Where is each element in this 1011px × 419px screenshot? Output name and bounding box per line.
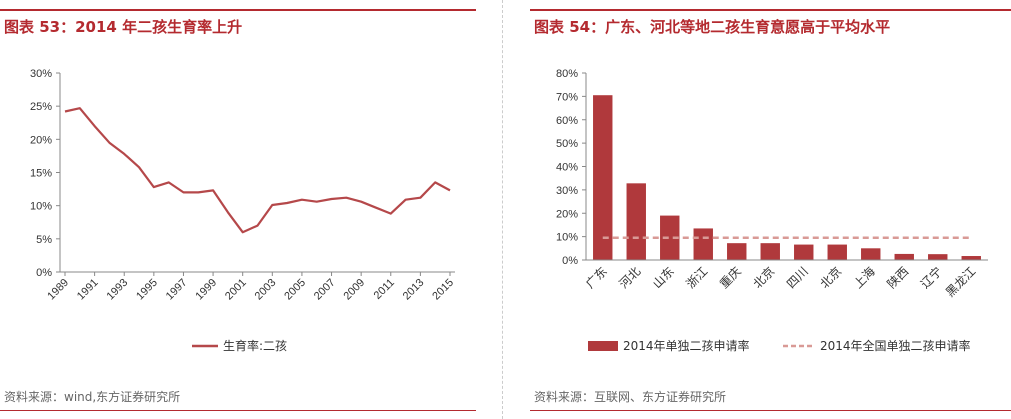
chart-title: 图表 54：广东、河北等地二孩生育意愿高于平均水平 [534, 18, 891, 36]
x-tick-label: 山东 [650, 264, 677, 291]
x-tick-label: 重庆 [717, 264, 744, 291]
x-tick-label: 2009 [341, 277, 367, 303]
y-tick-label: 40% [556, 162, 578, 174]
bar [693, 228, 713, 260]
line-chart: 0% 5% 10% 15% 20% 25% 30% 1989 1991 1993 1995 1997 1… [30, 68, 456, 353]
x-tick-label: 北京 [817, 264, 844, 291]
x-tick-label: 浙江 [683, 264, 710, 291]
bottom-rule [0, 410, 476, 411]
bar [727, 243, 747, 260]
x-tick-label: 陕西 [884, 264, 912, 292]
bar [794, 244, 814, 260]
x-tick-label: 1995 [134, 277, 160, 303]
y-tick-label: 5% [36, 234, 52, 246]
source-note: 资料来源：wind,东方证券研究所 [4, 390, 181, 404]
bar [593, 95, 613, 260]
bar [760, 243, 780, 260]
x-tick-label: 2005 [282, 277, 308, 303]
x-tick-label: 2013 [401, 277, 427, 303]
y-tick-label: 30% [30, 68, 52, 80]
x-tick-label: 2011 [372, 277, 397, 302]
x-tick-label: 1989 [45, 277, 71, 303]
bar [928, 254, 948, 260]
y-tick-label: 20% [30, 134, 52, 146]
x-tick-label: 北京 [750, 264, 777, 291]
legend-label: 2014年单独二孩申请率 [623, 338, 750, 353]
legend-label: 生育率:二孩 [223, 338, 287, 353]
x-tick-label: 1997 [164, 277, 190, 303]
source-note: 资料来源：互联网、东方证券研究所 [534, 390, 727, 404]
chart-title: 图表 53：2014 年二孩生育率上升 [4, 18, 243, 36]
x-tick-label: 广东 [583, 264, 610, 291]
x-tick-label: 辽宁 [917, 264, 945, 292]
x-tick-label: 黑龙江 [943, 264, 978, 299]
bar-chart: 0%10%20%30%40%50%60%70%80%广东 河北 山东 浙江 重庆 北京 四川… [556, 68, 988, 353]
bar [660, 215, 680, 260]
y-tick-label: 60% [556, 115, 578, 127]
x-tick-label: 四川 [784, 264, 811, 291]
y-tick-label: 30% [556, 185, 578, 197]
y-tick-label: 10% [556, 232, 578, 244]
y-tick-label: 15% [30, 168, 52, 180]
legend-label: 2014年全国单独二孩申请率 [820, 338, 971, 353]
panel-right: 图表 54：广东、河北等地二孩生育意愿高于平均水平 0% 10% 20% 30% 40%… [530, 0, 1011, 419]
y-tick-label: 10% [30, 201, 52, 213]
y-tick-label: 0% [36, 267, 52, 279]
y-tick-label: 0% [562, 255, 578, 267]
bar [626, 183, 646, 260]
bar [894, 253, 914, 260]
bar [827, 244, 847, 260]
y-tick-label: 20% [556, 208, 578, 220]
bottom-rule [530, 410, 1011, 411]
panel-left: 图表 53：2014 年二孩生育率上升 0% 5% 10% 15% 20% 25% 30% 1… [0, 0, 476, 419]
series-line [64, 107, 451, 234]
x-tick-label: 2001 [223, 277, 249, 303]
y-tick-label: 25% [30, 101, 52, 113]
y-tick-label: 70% [556, 91, 578, 103]
x-tick-label: 1991 [75, 277, 101, 303]
x-tick-label: 2003 [253, 277, 279, 303]
y-tick-label: 50% [556, 138, 578, 150]
x-tick-label: 1993 [105, 277, 131, 303]
x-tick-label: 2015 [430, 277, 456, 303]
title-rule [530, 9, 1011, 11]
bar [961, 256, 981, 260]
x-tick-label: 1999 [193, 277, 219, 303]
title-rule [0, 9, 476, 11]
panel-divider [502, 0, 503, 419]
x-tick-label: 2007 [312, 277, 338, 303]
y-tick-label: 80% [556, 68, 578, 80]
x-tick-label: 上海 [850, 264, 878, 292]
legend-bar-swatch [588, 341, 618, 351]
bar [861, 248, 881, 260]
x-tick-label: 河北 [616, 264, 643, 291]
